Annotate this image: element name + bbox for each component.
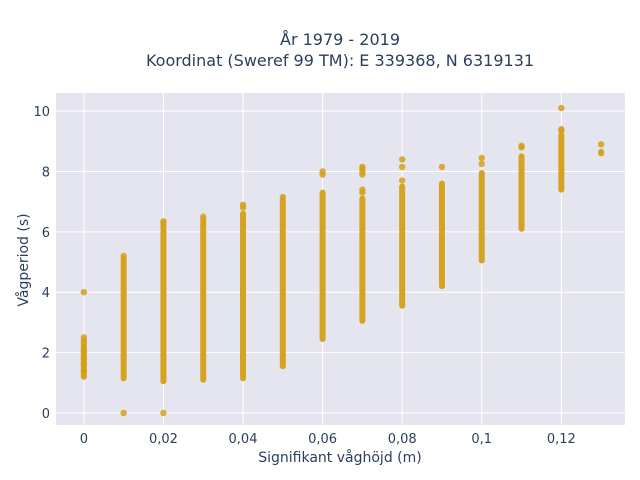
data-point bbox=[80, 355, 88, 362]
x-tick-label: 0,1 bbox=[471, 432, 492, 447]
data-point bbox=[518, 142, 525, 150]
data-point bbox=[80, 334, 88, 341]
x-tick-label: 0,08 bbox=[388, 432, 417, 447]
y-tick-label: 0 bbox=[42, 407, 50, 422]
data-point bbox=[279, 193, 287, 201]
x-axis-ticks: 0 0,02 0,04 0,06 0,08 0,1 0,12 bbox=[80, 432, 576, 447]
data-point bbox=[438, 163, 446, 171]
y-axis-title: Vågperiod (s) bbox=[15, 213, 32, 306]
data-points bbox=[80, 104, 605, 417]
x-tick-label: 0,12 bbox=[547, 432, 576, 447]
y-tick-label: 4 bbox=[42, 286, 50, 301]
data-point bbox=[80, 289, 88, 296]
data-point bbox=[120, 409, 127, 417]
chart-title: År 1979 - 2019 bbox=[280, 30, 400, 49]
data-point bbox=[80, 361, 88, 368]
data-point bbox=[359, 163, 366, 171]
data-point bbox=[120, 252, 127, 260]
data-point bbox=[200, 213, 207, 220]
y-tick-label: 6 bbox=[42, 226, 50, 241]
chart-subtitle: Koordinat (Sweref 99 TM): E 339368, N 63… bbox=[146, 51, 534, 70]
y-tick-label: 2 bbox=[42, 347, 50, 362]
data-point bbox=[80, 367, 88, 374]
data-point bbox=[478, 160, 485, 168]
data-point bbox=[160, 409, 167, 417]
data-point bbox=[359, 186, 366, 193]
y-tick-label: 10 bbox=[33, 105, 50, 120]
data-point bbox=[80, 346, 88, 353]
data-point bbox=[398, 163, 406, 171]
x-axis-title: Signifikant våghöjd (m) bbox=[258, 449, 421, 466]
data-point bbox=[239, 201, 247, 208]
y-axis-ticks: 0 2 4 6 8 10 bbox=[33, 105, 50, 422]
data-point bbox=[558, 126, 565, 133]
x-tick-label: 0,02 bbox=[149, 432, 178, 447]
data-point bbox=[558, 104, 565, 112]
x-tick-label: 0 bbox=[80, 432, 88, 447]
x-tick-label: 0,04 bbox=[229, 432, 258, 447]
data-point bbox=[597, 141, 605, 148]
x-tick-label: 0,06 bbox=[308, 432, 337, 447]
data-point bbox=[398, 156, 406, 163]
data-point bbox=[478, 154, 485, 162]
y-tick-label: 8 bbox=[42, 165, 50, 180]
data-point bbox=[160, 218, 167, 225]
data-point bbox=[398, 177, 406, 184]
data-point bbox=[319, 168, 326, 175]
plot-area bbox=[56, 93, 625, 425]
